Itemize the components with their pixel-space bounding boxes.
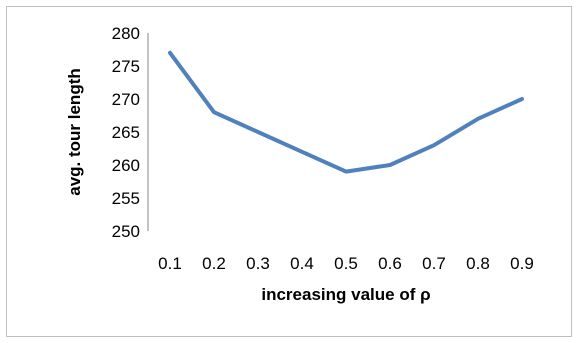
x-tick-label: 0.4: [290, 254, 314, 273]
data-point: [433, 144, 435, 146]
x-tick-label: 0.9: [510, 254, 534, 273]
data-point: [257, 131, 259, 133]
x-tick-labels: 0.1 0.2 0.3 0.4 0.5 0.6 0.7 0.8 0.9: [158, 254, 534, 273]
series-group: [168, 50, 524, 174]
data-point: [301, 151, 303, 153]
x-tick-label: 0.1: [158, 254, 182, 273]
data-point: [477, 118, 479, 120]
data-point: [521, 98, 523, 100]
data-point: [213, 111, 215, 113]
data-point: [169, 52, 171, 54]
x-tick-label: 0.3: [246, 254, 270, 273]
y-tick-labels: 250 255 260 265 270 275 280: [112, 24, 140, 241]
x-tick-label: 0.7: [422, 254, 446, 273]
y-tick-label: 280: [112, 24, 140, 43]
y-tick-label: 250: [112, 222, 140, 241]
x-tick-label: 0.6: [378, 254, 402, 273]
y-tick-label: 260: [112, 156, 140, 175]
data-point: [345, 171, 347, 173]
x-axis-title: increasing value of ρ: [261, 285, 430, 304]
data-point: [389, 164, 391, 166]
chart-frame: [6, 6, 572, 337]
y-axis-title: avg. tour length: [65, 68, 84, 196]
y-tick-label: 265: [112, 123, 140, 142]
y-tick-label: 255: [112, 189, 140, 208]
x-tick-label: 0.2: [202, 254, 226, 273]
y-tick-label: 270: [112, 90, 140, 109]
x-tick-label: 0.8: [466, 254, 490, 273]
series-line: [168, 50, 524, 174]
y-tick-label: 275: [112, 57, 140, 76]
x-tick-label: 0.5: [334, 254, 358, 273]
